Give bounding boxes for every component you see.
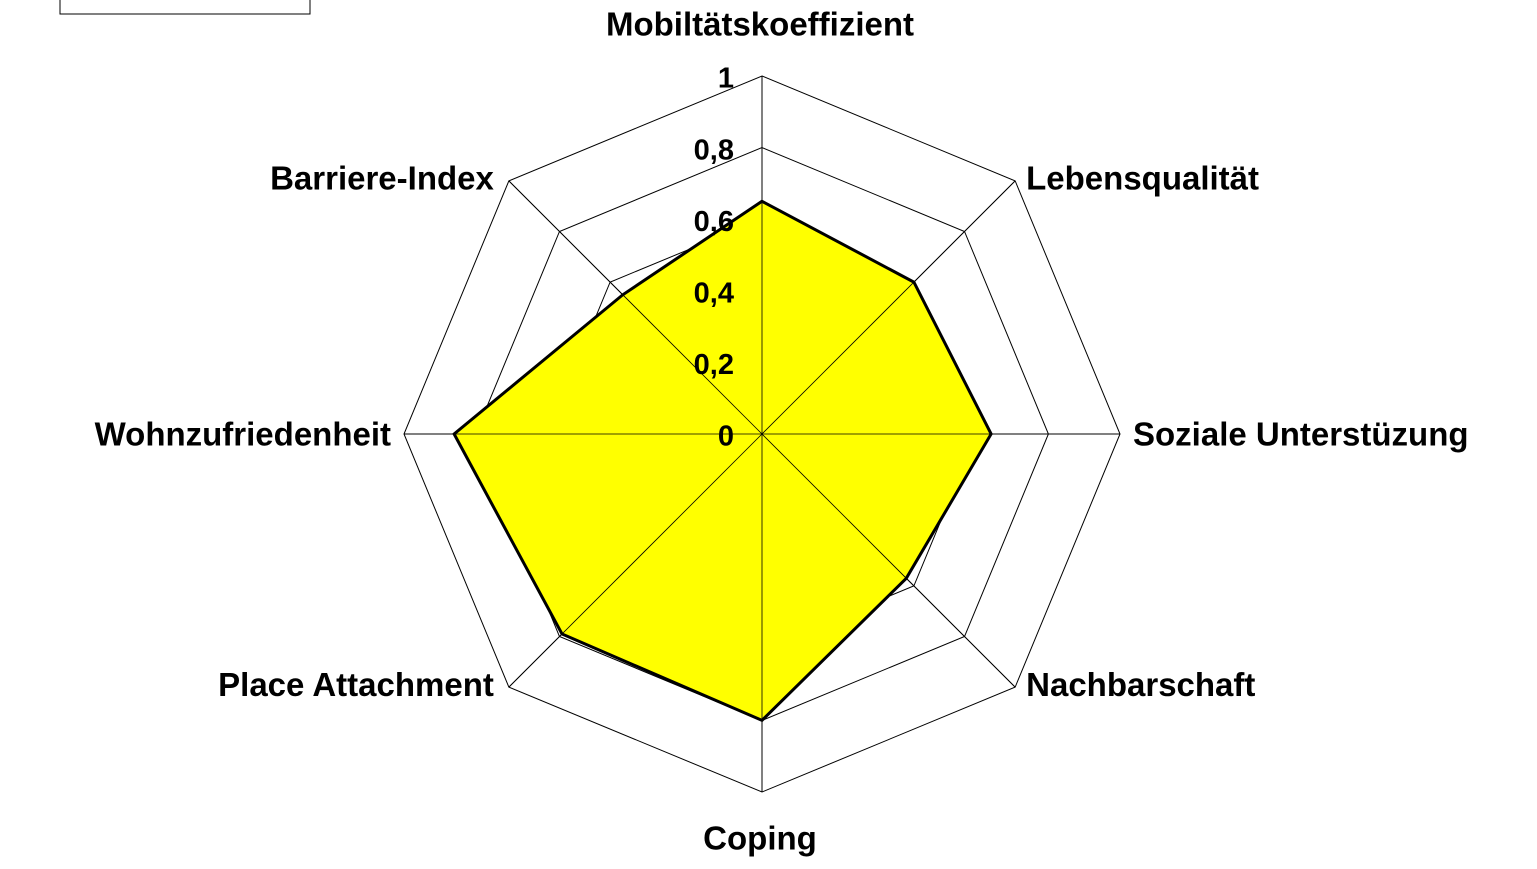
spoke-overlay	[761, 180, 1016, 435]
tick-label: 0,4	[694, 277, 734, 309]
category-label: Mobiltätskoeffizient	[606, 6, 914, 43]
category-label: Soziale Unterstüzung	[1133, 416, 1469, 453]
category-label: Nachbarschaft	[1026, 666, 1255, 703]
tick-label: 0,8	[694, 134, 734, 166]
category-label: Wohnzufriedenheit	[95, 416, 391, 453]
tick-label: 0,2	[694, 349, 734, 381]
category-label: Coping	[703, 820, 817, 857]
spoke-overlay	[761, 433, 1016, 688]
tick-label: 1	[718, 63, 734, 95]
spoke-overlay	[508, 180, 763, 435]
tick-label: 0,6	[694, 206, 734, 238]
category-label: Barriere-Index	[270, 160, 494, 197]
spoke-overlay	[508, 433, 763, 688]
category-label: Lebensqualität	[1026, 160, 1259, 197]
tick-label: 0	[718, 421, 734, 453]
category-label: Place Attachment	[218, 666, 494, 703]
legend-box	[59, 0, 311, 15]
